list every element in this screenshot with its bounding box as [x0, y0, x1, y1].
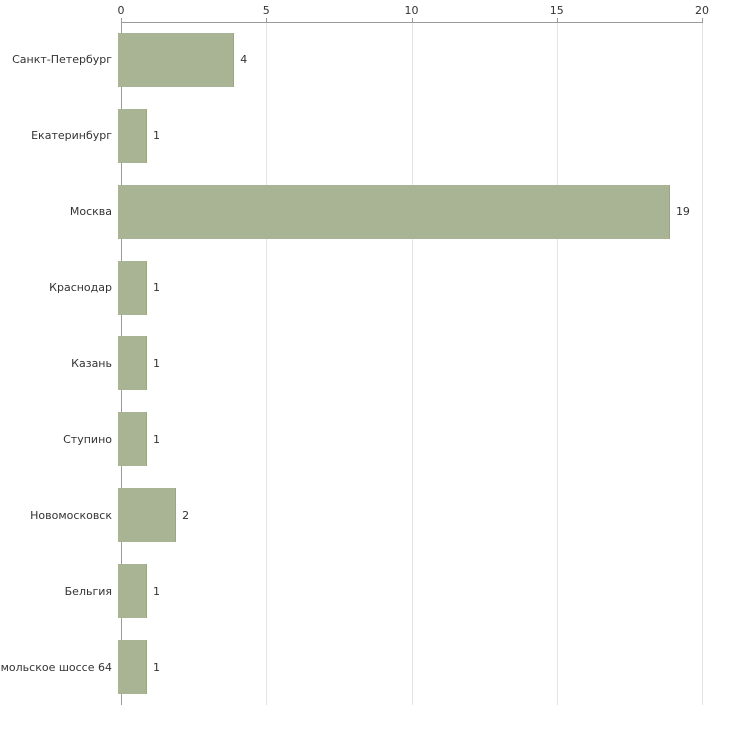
gridline [411, 22, 413, 705]
chart-row: Екатеринбург 1 [0, 98, 730, 174]
tick-label: 5 [262, 4, 270, 17]
bar-value-label: 1 [153, 584, 161, 598]
bar [118, 184, 670, 239]
tick-mark [556, 18, 558, 22]
tick-label: 0 [117, 4, 125, 17]
gridline [266, 22, 268, 705]
bar-value-label: 1 [153, 432, 161, 446]
bar-value-label: 1 [153, 356, 161, 370]
tick-mark [411, 18, 413, 22]
chart-row: Москва 19 [0, 174, 730, 250]
category-label: Ступино [63, 432, 112, 446]
bar [118, 260, 148, 315]
tick-mark [702, 18, 703, 22]
bar-value-label: 19 [675, 205, 690, 219]
category-label: Екатеринбург [31, 129, 112, 143]
category-label: Бельгия [64, 584, 112, 598]
bar-value-label: 2 [182, 508, 190, 522]
bar-value-label: 1 [153, 129, 161, 143]
chart-row: Санкт-Петербург 4 [0, 22, 730, 98]
category-label: сомольское шоссе 64 [0, 660, 112, 674]
category-label: Краснодар [49, 281, 112, 295]
tick-label: 20 [695, 4, 709, 17]
gridline [702, 22, 703, 705]
bar [118, 412, 148, 467]
chart-row: Новомосковск 2 [0, 477, 730, 553]
bar [118, 488, 177, 543]
chart-row: Казань 1 [0, 326, 730, 402]
category-label: Новомосковск [30, 508, 112, 522]
chart-row: Ступино 1 [0, 401, 730, 477]
bar-value-label: 4 [240, 53, 248, 67]
chart-row: Бельгия 1 [0, 553, 730, 629]
tick-label: 10 [404, 4, 419, 17]
tick-label: 15 [549, 4, 564, 17]
bar [118, 336, 148, 391]
bar [118, 32, 235, 87]
category-label: Казань [71, 356, 112, 370]
tick-mark [266, 18, 268, 22]
bar-value-label: 1 [153, 281, 161, 295]
bar [118, 108, 148, 163]
chart-row: сомольское шоссе 64 1 [0, 629, 730, 705]
x-axis-line [121, 22, 703, 23]
bar [118, 564, 148, 619]
category-label: Санкт-Петербург [12, 53, 112, 67]
gridline [556, 22, 558, 705]
bar [118, 640, 148, 695]
tick-mark [121, 18, 122, 22]
chart-row: Краснодар 1 [0, 250, 730, 326]
bar-value-label: 1 [153, 660, 161, 674]
category-label: Москва [69, 205, 112, 219]
